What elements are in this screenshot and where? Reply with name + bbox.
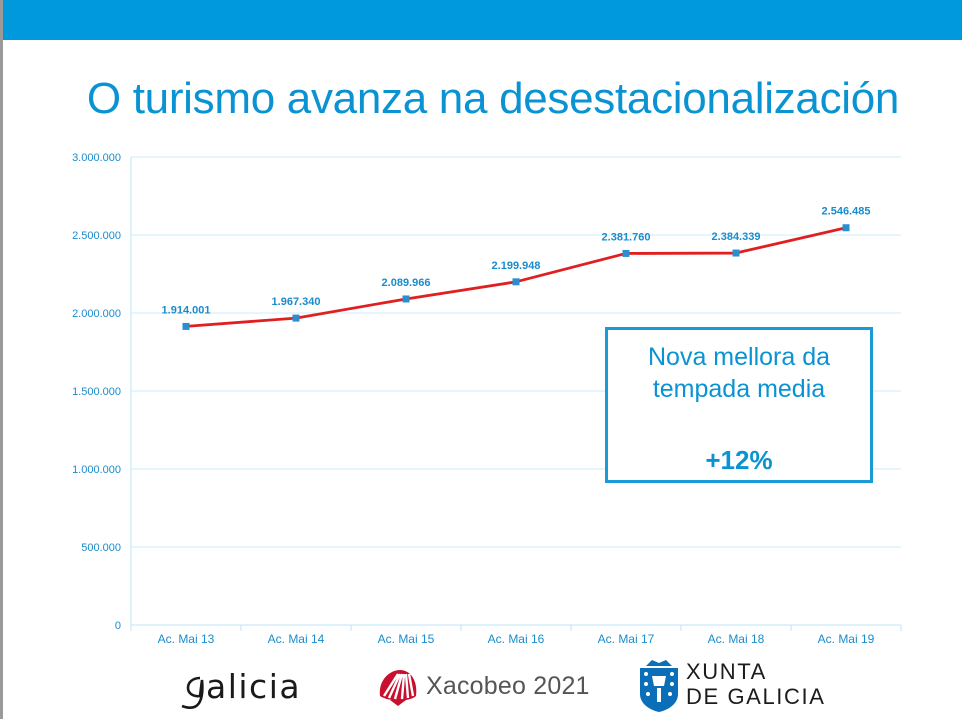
data-label: 1.967.340 xyxy=(272,296,321,308)
data-point-marker xyxy=(842,224,850,232)
galicia-coat-of-arms-icon xyxy=(640,660,678,712)
y-tick-label: 1.000.000 xyxy=(72,464,121,476)
y-tick-label: 2.000.000 xyxy=(72,308,121,320)
x-tick-label: Ac. Mai 13 xyxy=(158,632,215,646)
x-tick-label: Ac. Mai 18 xyxy=(708,632,765,646)
slide-left-border xyxy=(0,0,3,719)
xunta-text-line2: DE GALICIA xyxy=(686,684,826,709)
data-point-marker xyxy=(622,249,630,257)
y-tick-label: 0 xyxy=(115,620,121,632)
x-tick-label: Ac. Mai 14 xyxy=(268,632,325,646)
data-point-marker xyxy=(182,322,190,330)
footer-logos: alicia Xacobeo 2021 XUNTA DE GALICIA xyxy=(0,650,962,719)
data-label: 2.199.948 xyxy=(492,260,541,272)
x-tick-label: Ac. Mai 15 xyxy=(378,632,435,646)
slide-header-band xyxy=(3,0,962,40)
y-tick-label: 3.000.000 xyxy=(72,152,121,164)
xacobeo-logo: Xacobeo 2021 xyxy=(376,666,590,706)
data-label: 2.381.760 xyxy=(602,231,651,243)
data-point-marker xyxy=(512,278,520,286)
line-chart: 0 500.000 1.000.000 1.500.000 2.000.000 2.500… xyxy=(72,152,902,646)
data-label: 1.914.001 xyxy=(162,304,211,316)
x-tick-label: Ac. Mai 17 xyxy=(598,632,655,646)
callout-box: Nova mellora da tempada media +12% xyxy=(605,327,873,483)
data-label: 2.546.485 xyxy=(822,206,871,218)
callout-value: +12% xyxy=(705,445,773,475)
callout-line2: tempada media xyxy=(652,375,826,403)
data-label: 2.089.966 xyxy=(382,277,431,289)
svg-text:alicia: alicia xyxy=(206,667,301,706)
y-tick-label: 2.500.000 xyxy=(72,230,121,242)
data-point-marker xyxy=(292,314,300,322)
xunta-text-line1: XUNTA xyxy=(686,659,767,684)
data-point-marker xyxy=(402,295,410,303)
x-tick-label: Ac. Mai 19 xyxy=(818,632,875,646)
x-tick-label: Ac. Mai 16 xyxy=(488,632,545,646)
callout-line1: Nova mellora da xyxy=(647,343,831,371)
galicia-logo: alicia xyxy=(178,662,318,715)
y-tick-label: 1.500.000 xyxy=(72,386,121,398)
data-label: 2.384.339 xyxy=(712,231,761,243)
slide-title: O turismo avanza na desestacionalización xyxy=(86,74,900,123)
xacobeo-text: Xacobeo 2021 xyxy=(426,671,590,700)
xunta-logo: XUNTA DE GALICIA xyxy=(638,656,825,712)
y-tick-label: 500.000 xyxy=(81,542,121,554)
scallop-shell-icon xyxy=(379,670,417,706)
data-point-marker xyxy=(732,249,740,257)
